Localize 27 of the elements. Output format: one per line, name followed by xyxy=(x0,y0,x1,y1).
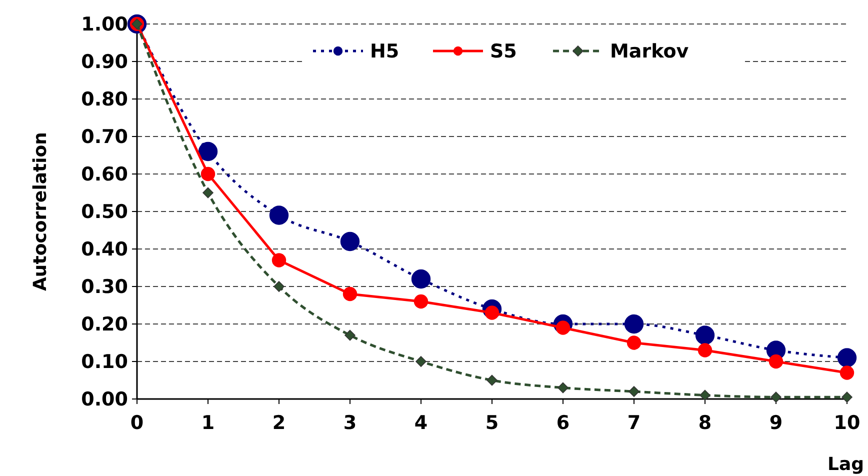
y-tick-label: 0.40 xyxy=(81,238,128,261)
x-tick-label: 4 xyxy=(414,412,428,434)
y-tick-label: 1.00 xyxy=(81,14,128,36)
y-tick-label: 0.70 xyxy=(81,126,128,148)
y-tick-label: 0.90 xyxy=(81,51,128,74)
x-tick-label: 3 xyxy=(343,412,357,434)
y-tick-label: 0.00 xyxy=(81,388,128,411)
y-tick-label: 0.10 xyxy=(81,351,128,374)
legend-label: S5 xyxy=(490,40,517,63)
y-axis-title: Autocorrelation xyxy=(30,132,51,291)
y-tick-label: 0.50 xyxy=(81,201,128,224)
x-tick-label: 0 xyxy=(130,412,144,434)
x-tick-label: 7 xyxy=(627,412,641,434)
x-tick-label: 9 xyxy=(769,412,783,434)
legend-label: H5 xyxy=(370,40,400,63)
x-tick-label: 10 xyxy=(834,412,860,434)
y-tick-label: 0.80 xyxy=(81,88,128,111)
x-tick-label: 1 xyxy=(201,412,215,434)
y-tick-label: 0.30 xyxy=(81,276,128,298)
legend-label: Markov xyxy=(610,40,690,63)
x-axis-title: Lag xyxy=(827,454,864,475)
x-tick-label: 6 xyxy=(556,412,570,434)
y-tick-label: 0.60 xyxy=(81,164,128,186)
x-tick-label: 8 xyxy=(698,412,712,434)
y-tick-label: 0.20 xyxy=(81,314,128,336)
x-tick-label: 5 xyxy=(485,412,499,434)
x-tick-label: 2 xyxy=(272,412,286,434)
